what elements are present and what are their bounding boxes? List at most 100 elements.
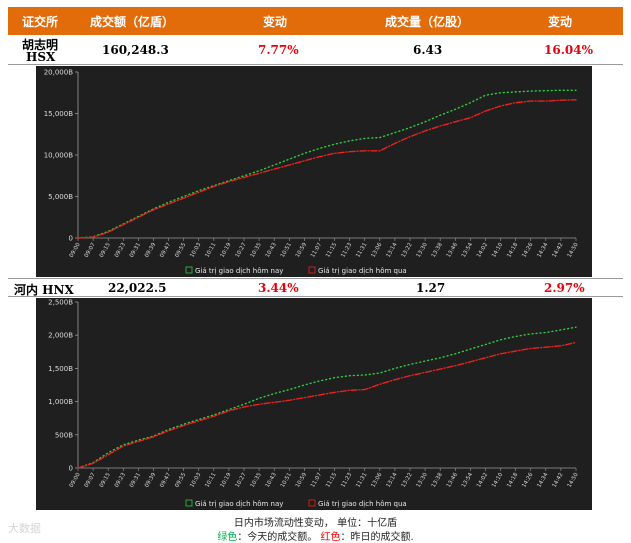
x-tick-label: 13:22	[401, 472, 414, 489]
x-tick-label: 14:02	[476, 242, 489, 259]
y-tick-label: 500B	[55, 431, 73, 439]
table-header: 证交所 成交额（亿盾） 变动 成交量（亿股） 变动	[8, 7, 623, 35]
hnx-turnover: 22,022.5	[108, 281, 167, 295]
y-tick-label: 2,500B	[48, 299, 73, 307]
x-tick-label: 09:55	[174, 242, 187, 259]
x-tick-label: 13:30	[416, 242, 429, 259]
y-tick-label: 15,000B	[44, 110, 73, 118]
y-tick-label: 5,000B	[48, 193, 73, 201]
x-tick-label: 10:03	[189, 242, 202, 259]
header-exchange: 证交所	[22, 15, 59, 29]
hsx-volume: 6.43	[413, 43, 443, 57]
x-tick-label: 13:54	[461, 472, 474, 489]
y-tick-label: 20,000B	[44, 69, 73, 77]
x-tick-label: 14:02	[476, 472, 489, 489]
x-tick-label: 09:07	[84, 242, 97, 259]
x-tick-label: 10:19	[220, 472, 233, 489]
x-tick-label: 09:31	[129, 242, 142, 259]
header-volume-change: 变动	[548, 15, 573, 29]
legend-today-swatch	[185, 266, 193, 274]
y-tick-label: 0	[69, 465, 73, 473]
hnx-volume: 1.27	[416, 281, 446, 295]
x-tick-label: 14:34	[536, 472, 549, 489]
x-tick-label: 13:30	[416, 472, 429, 489]
footer-red-label: 红色	[320, 532, 341, 543]
series-today-line	[77, 326, 577, 469]
x-tick-label: 11:31	[355, 472, 368, 489]
x-tick-label: 09:47	[159, 242, 172, 259]
x-tick-label: 10:59	[295, 472, 308, 489]
x-tick-label: 10:51	[280, 242, 293, 259]
x-tick-label: 13:38	[431, 242, 444, 259]
x-tick-label: 13:06	[370, 472, 383, 489]
x-tick-label: 09:00	[69, 472, 82, 489]
series-yesterday-line	[77, 341, 577, 469]
x-tick-label: 14:10	[491, 472, 504, 489]
x-tick-label: 14:42	[552, 472, 565, 489]
hnx-chart: 0 500B 1,000B 1,500B 2,000B 2,500B 09:00 09:07 0…	[36, 298, 592, 510]
x-tick-label: 09:23	[114, 242, 127, 259]
x-tick-label: 10:03	[189, 472, 202, 489]
hsx-row: 胡志明 HSX 160,248.3 7.77% 6.43 16.04%	[8, 35, 623, 65]
watermark: 大数据	[8, 522, 41, 535]
hnx-volume-change: 2.97%	[544, 281, 585, 295]
y-tick-label: 1,500B	[48, 365, 73, 373]
x-tick-label: 11:23	[340, 242, 353, 259]
x-tick-label: 10:11	[204, 472, 217, 489]
x-tick-label: 09:39	[144, 242, 157, 259]
header-volume: 成交量（亿股）	[385, 15, 470, 29]
footer-unit-note: 日内市场流动性变动， 单位：十亿盾	[233, 518, 398, 529]
x-tick-label: 09:15	[99, 242, 112, 259]
legend-yesterday-swatch	[308, 266, 316, 274]
x-tick-label: 09:55	[174, 472, 187, 489]
series-yesterday-line	[77, 99, 577, 239]
x-tick-label: 09:00	[69, 242, 82, 259]
x-tick-label: 11:07	[310, 472, 323, 489]
x-tick-label: 10:51	[280, 472, 293, 489]
header-turnover-change: 变动	[263, 15, 288, 29]
x-tick-label: 09:07	[84, 472, 97, 489]
x-tick-label: 14:26	[521, 472, 534, 489]
x-tick-label: 13:38	[431, 472, 444, 489]
x-tick-label: 11:23	[340, 472, 353, 489]
hnx-row: 河内 HNX 22,022.5 3.44% 1.27 2.97%	[8, 278, 623, 297]
footer-green-label: 绿色	[217, 532, 238, 543]
x-tick-label: 10:35	[250, 472, 263, 489]
series-today-line	[77, 89, 577, 239]
hsx-chart: 0 5,000B 10,000B 15,000B 20,000B 09:00 09:07 09…	[36, 66, 592, 277]
legend-yesterday-swatch	[308, 499, 316, 507]
y-tick-label: 2,000B	[48, 332, 73, 340]
x-tick-label: 09:15	[99, 472, 112, 489]
y-tick-label: 0	[69, 235, 73, 243]
hnx-name: 河内 HNX	[14, 283, 74, 297]
footer-red-text: ：昨日的成交额.	[340, 532, 414, 543]
legend-yesterday-label: Giá trị giao dịch hôm qua	[318, 500, 407, 508]
x-tick-label: 10:27	[235, 242, 248, 259]
legend-yesterday-label: Giá trị giao dịch hôm qua	[318, 267, 407, 275]
x-tick-label: 11:15	[325, 242, 338, 259]
legend-today-label: Giá trị giao dịch hôm nay	[195, 267, 283, 275]
y-tick-label: 10,000B	[44, 152, 73, 160]
x-tick-label: 10:19	[220, 242, 233, 259]
x-tick-label: 10:11	[204, 242, 217, 259]
x-tick-label: 13:14	[386, 242, 399, 259]
footer-legend-note: 绿色：今天的成交额。 红色：昨日的成交额.	[0, 528, 631, 543]
x-tick-label: 14:18	[506, 242, 519, 259]
x-tick-label: 10:43	[265, 472, 278, 489]
hsx-turnover-change: 7.77%	[258, 43, 299, 57]
hsx-name: 胡志明	[22, 38, 59, 52]
x-tick-label: 14:50	[567, 242, 580, 259]
x-tick-label: 14:18	[506, 472, 519, 489]
x-tick-label: 11:07	[310, 242, 323, 259]
x-tick-label: 14:34	[536, 242, 549, 259]
x-tick-label: 09:31	[129, 472, 142, 489]
x-tick-label: 13:06	[370, 242, 383, 259]
x-tick-label: 11:15	[325, 472, 338, 489]
x-tick-label: 14:42	[552, 242, 565, 259]
x-tick-label: 13:46	[446, 472, 459, 489]
x-tick-label: 13:46	[446, 242, 459, 259]
x-tick-label: 11:31	[355, 242, 368, 259]
x-tick-label: 14:50	[567, 472, 580, 489]
legend-today-swatch	[185, 499, 193, 507]
